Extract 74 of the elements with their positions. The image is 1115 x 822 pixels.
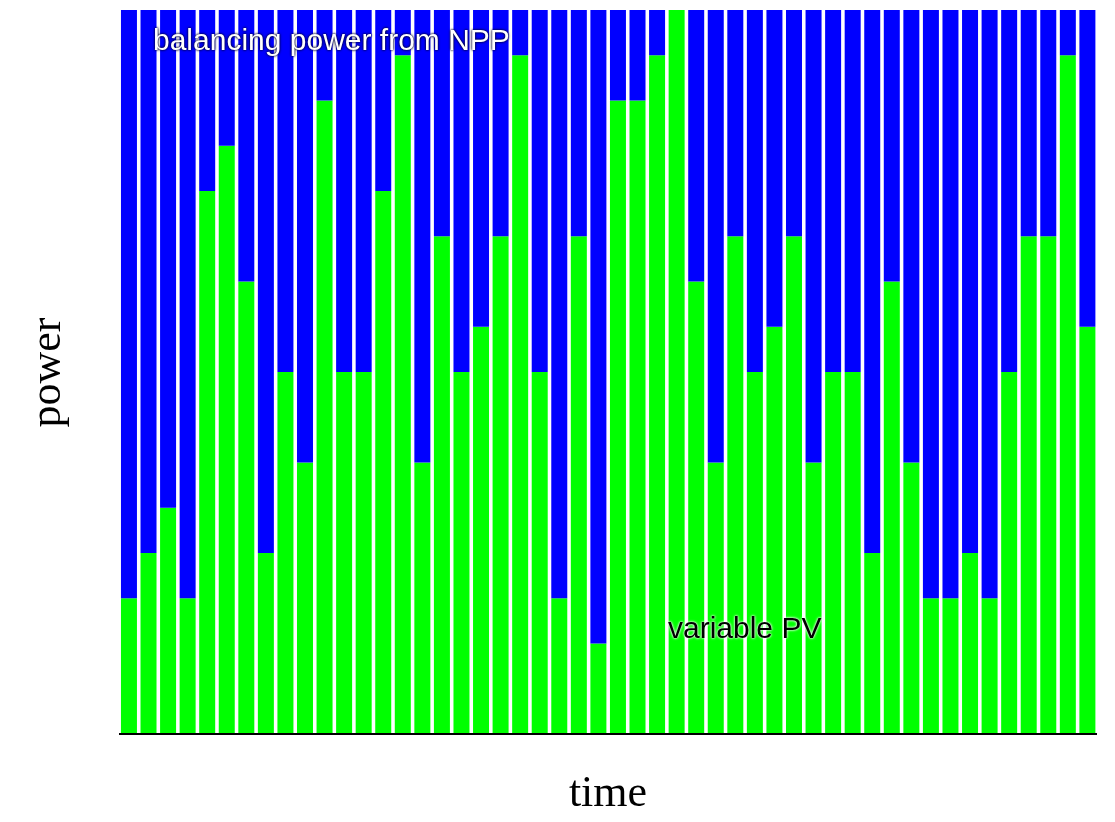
bar [140,553,157,734]
bar [922,10,939,599]
bar [1059,55,1076,734]
bar [375,191,392,734]
bar [453,372,470,734]
bar [433,236,450,734]
bar [629,10,646,101]
bar [981,10,998,599]
bar [707,10,724,463]
bar [981,598,998,734]
bar [942,10,959,599]
bar [864,553,881,734]
bar [512,10,529,56]
bar [179,598,196,734]
bar [922,598,939,734]
bar [551,10,568,599]
bar [1079,326,1096,734]
bar [1001,372,1018,734]
bar [297,462,313,734]
bar [864,10,881,553]
bar [649,10,666,56]
bar [492,236,509,734]
bar [1020,10,1037,237]
bar [1040,236,1057,734]
bar [903,462,920,734]
bar [590,643,607,734]
bar [805,10,822,463]
bar [825,10,842,372]
bar [394,55,411,734]
bar [199,191,216,734]
bar [257,553,274,734]
x-axis-title: time [568,767,648,816]
bar [414,462,431,734]
bar [766,10,783,327]
bar [629,100,646,734]
bar [903,10,920,463]
bar [962,553,979,734]
bar [688,10,705,282]
bar [570,236,587,734]
bar [531,10,548,372]
bar [277,372,294,734]
bar [1020,236,1037,734]
y-axis-title: power [21,317,70,428]
bar [160,507,177,734]
bar [1079,10,1096,327]
bar [1059,10,1076,56]
bar [746,10,763,372]
bar [649,55,666,734]
bar [120,598,137,734]
bar [120,10,137,599]
bar [844,10,861,372]
bar [238,281,255,734]
bar [218,145,235,734]
bar [786,10,802,237]
bar [512,55,529,734]
bar [844,372,861,734]
bar [473,326,490,734]
bar [590,10,607,644]
bar [962,10,979,553]
bar [609,100,626,734]
bar [609,10,626,101]
bar [355,372,372,734]
bar [1001,10,1018,372]
bar [336,372,353,734]
bar [1040,10,1057,237]
bar [883,281,900,734]
bar [942,598,959,734]
bar [531,372,548,734]
bar [316,100,333,734]
bar [727,10,744,237]
bar [570,10,587,237]
bar [883,10,900,282]
bar [551,598,568,734]
bar [825,372,842,734]
